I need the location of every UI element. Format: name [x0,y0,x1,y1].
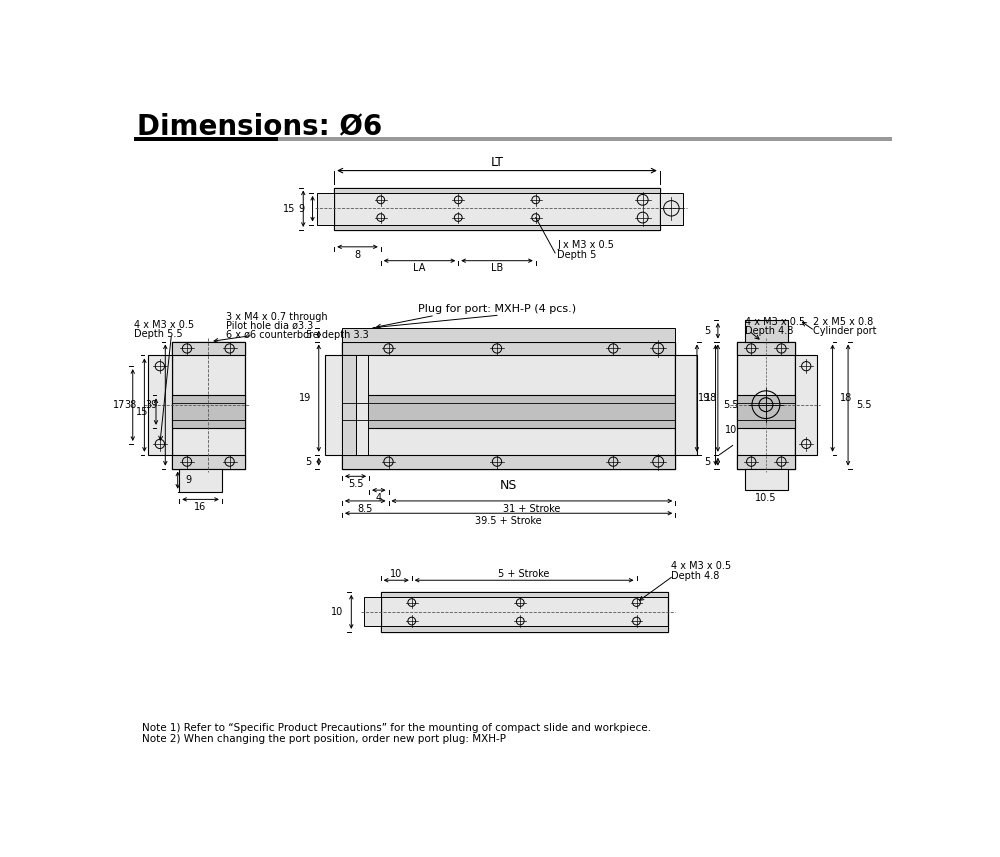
Bar [342,356,356,455]
Text: Cylinder port: Cylinder port [813,326,877,336]
Text: 5: 5 [704,326,710,336]
Text: 9: 9 [299,204,305,213]
Bar [381,592,668,632]
Text: 5.5: 5.5 [856,400,871,410]
Bar [172,455,245,469]
Text: 8.5: 8.5 [358,504,373,513]
Text: 10: 10 [390,569,402,579]
Text: 3 x M4 x 0.7 through: 3 x M4 x 0.7 through [226,312,327,322]
Bar [675,356,697,455]
Text: Plug for port: MXH-P (4 pcs.): Plug for port: MXH-P (4 pcs.) [418,304,576,315]
Bar [737,455,795,469]
Text: Depth 5: Depth 5 [557,249,597,260]
Bar [737,342,795,356]
Bar [356,356,368,455]
Bar [737,342,795,469]
Text: 15: 15 [283,204,296,213]
Bar [342,342,675,356]
Text: NS: NS [500,479,517,492]
Text: Dimensions: Ø6: Dimensions: Ø6 [137,113,382,141]
Text: 10.5: 10.5 [755,493,777,503]
Bar [342,455,675,469]
Text: 4 x M3 x 0.5: 4 x M3 x 0.5 [134,320,194,330]
Text: Depth 4.8: Depth 4.8 [745,326,793,336]
Bar [342,327,675,342]
Text: 2 x M5 x 0.8: 2 x M5 x 0.8 [813,316,873,327]
Text: 17: 17 [113,400,125,410]
Text: 16: 16 [194,502,207,512]
Bar [660,193,683,225]
Text: 5.5: 5.5 [723,400,739,410]
Text: 18: 18 [840,393,853,403]
Text: 9: 9 [185,475,192,485]
Bar [334,225,660,230]
Bar [134,137,278,141]
Bar [148,356,172,455]
Bar [745,469,788,490]
Text: Note 2) When changing the port position, order new port plug: MXH-P: Note 2) When changing the port position,… [142,734,506,744]
Text: 5: 5 [305,330,311,339]
Text: LB: LB [491,263,503,273]
Text: 10: 10 [725,425,737,435]
Text: LT: LT [490,156,504,170]
Text: 5.5: 5.5 [348,479,363,489]
Text: Depth 4.8: Depth 4.8 [671,571,720,581]
Text: 19: 19 [299,393,311,403]
Text: 8: 8 [354,249,361,260]
Text: 5: 5 [305,457,311,467]
Bar [278,137,892,141]
Bar [179,469,222,492]
Bar [795,356,817,455]
Bar [325,356,342,455]
Bar [172,395,245,428]
Bar [364,597,381,626]
Text: 4 x M3 x 0.5: 4 x M3 x 0.5 [671,561,732,572]
Text: 39: 39 [145,400,158,410]
Text: J x M3 x 0.5: J x M3 x 0.5 [557,240,614,250]
Text: 38: 38 [124,400,137,410]
Bar [381,626,668,632]
Bar [737,395,795,428]
Bar [172,342,245,356]
Text: 15: 15 [136,406,148,417]
Text: 6 x ø6 counterbore depth 3.3: 6 x ø6 counterbore depth 3.3 [226,331,368,340]
Text: 5 + Stroke: 5 + Stroke [498,569,550,579]
Text: 31 + Stroke: 31 + Stroke [503,504,561,513]
Text: 5: 5 [704,457,710,467]
Text: 4: 4 [376,493,382,503]
Text: 4 x M3 x 0.5: 4 x M3 x 0.5 [745,316,805,327]
Bar [342,342,675,469]
Bar [745,320,788,342]
Text: Note 1) Refer to “Specific Product Precautions” for the mounting of compact slid: Note 1) Refer to “Specific Product Preca… [142,722,651,733]
Text: LA: LA [413,263,426,273]
Text: Depth 5.5: Depth 5.5 [134,329,183,339]
Text: 39.5 + Stroke: 39.5 + Stroke [475,516,542,526]
Bar [342,395,675,428]
Text: 19: 19 [698,393,710,403]
Bar [334,188,660,230]
Bar [381,592,668,597]
Text: 18: 18 [705,393,717,403]
Bar [317,193,334,225]
Text: Pilot hole dia ø3.3: Pilot hole dia ø3.3 [226,321,313,331]
Bar [334,188,660,193]
Text: 10: 10 [331,607,344,617]
Bar [172,342,245,469]
